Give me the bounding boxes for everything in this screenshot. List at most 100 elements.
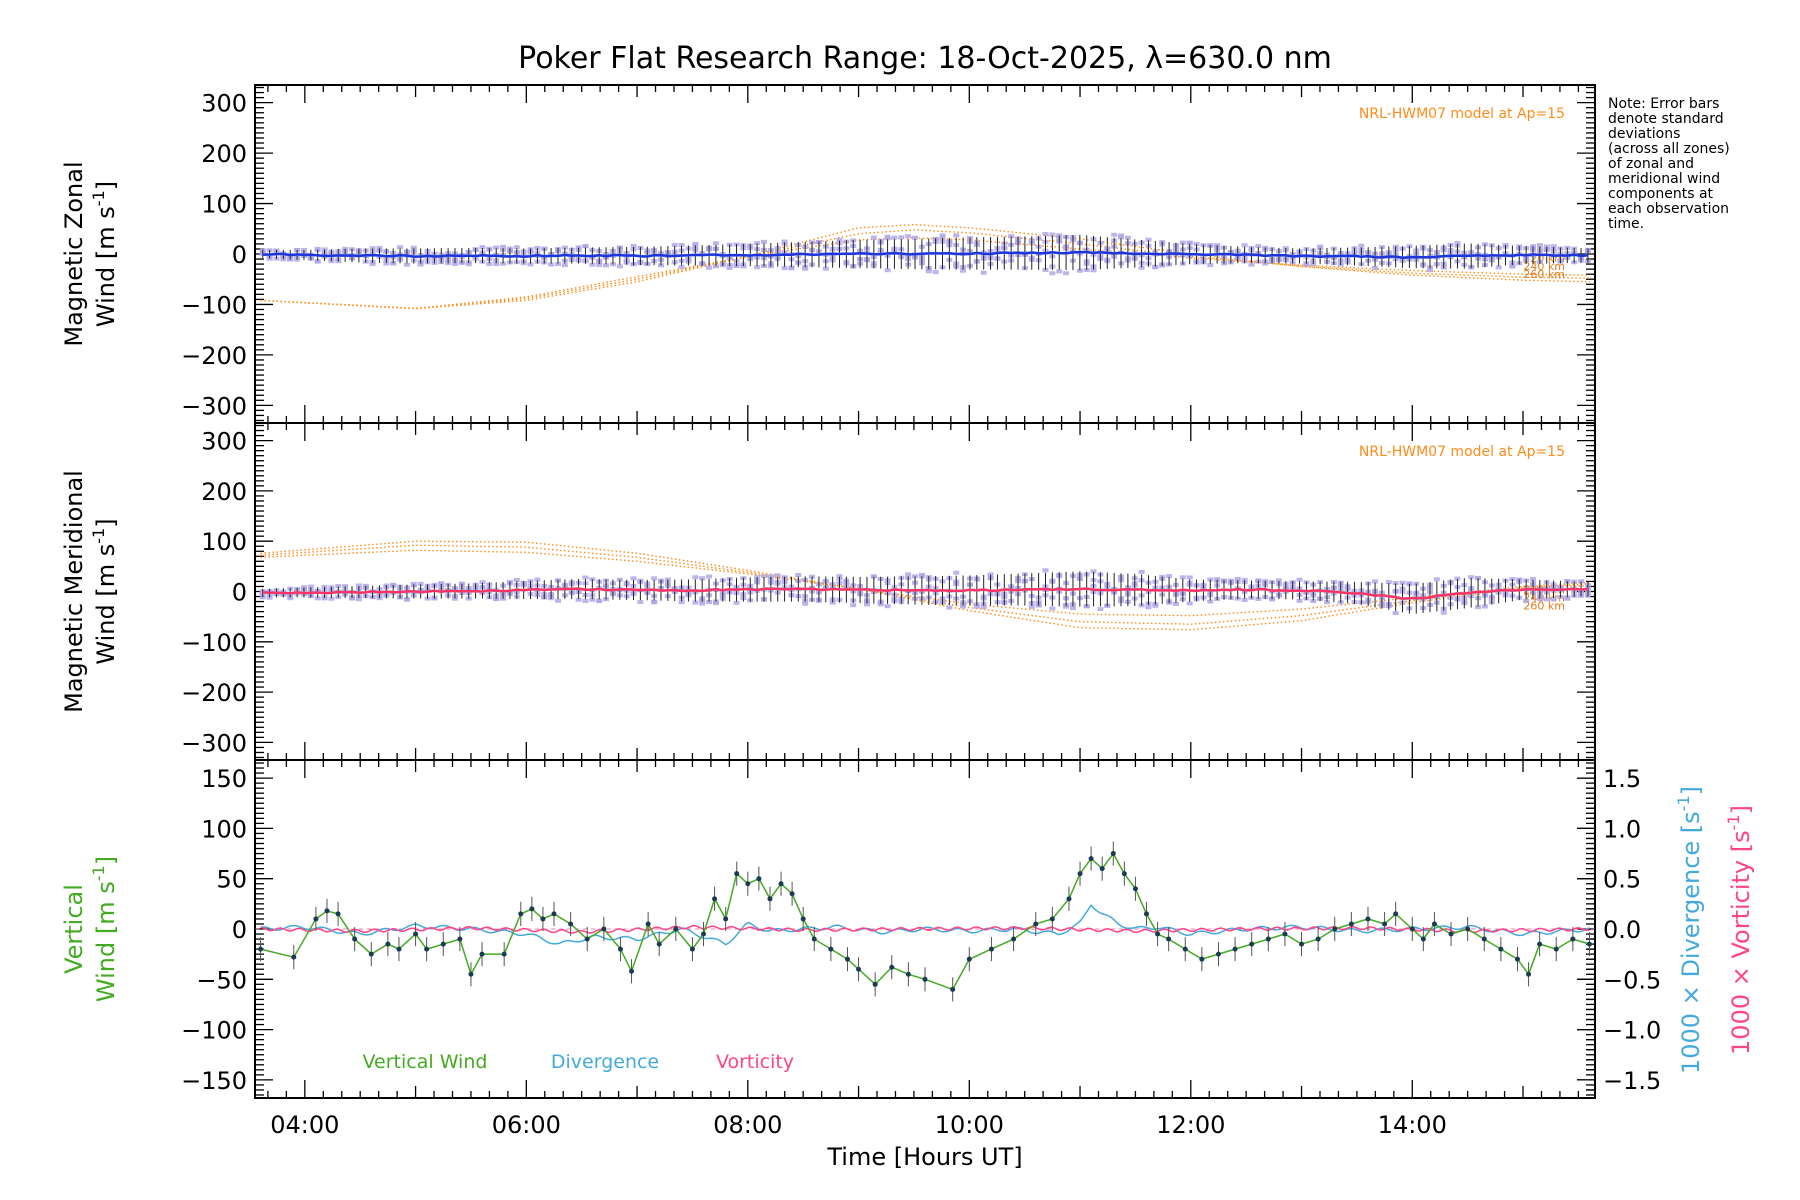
right-axis-tick-label: 1.5 — [1603, 765, 1641, 793]
vertical-wind-point — [518, 911, 524, 917]
meridional-zone-marker — [1172, 601, 1179, 606]
meridional-y-axis-label: Magnetic Meridional Wind [m s-1] — [60, 470, 120, 713]
right-axis-label-divergence: 1000 × Divergence [s-1] — [1674, 786, 1705, 1074]
vertical-wind-point — [551, 911, 557, 917]
zonal-zone-marker — [1179, 240, 1186, 245]
zonal-zone-marker — [369, 246, 376, 251]
meridional-zone-marker — [630, 576, 637, 581]
x-tick-label: 06:00 — [492, 1111, 561, 1139]
meridional-zone-marker — [733, 600, 740, 605]
vertical-wind-point — [313, 916, 319, 922]
note-line: of zonal and — [1608, 156, 1694, 172]
vertical-wind-point — [645, 921, 651, 927]
right-axis-tick-label: −1.0 — [1603, 1017, 1661, 1045]
meridional-zone-marker — [960, 604, 967, 609]
zonal-zone-marker — [1083, 267, 1090, 272]
zonal-ytick-label: 0 — [232, 241, 247, 269]
meridional-zone-marker — [424, 596, 431, 601]
meridional-zone-marker — [1296, 577, 1303, 582]
meridional-zone-marker — [259, 595, 266, 600]
zonal-zone-marker — [1536, 243, 1543, 248]
meridional-zone-marker — [987, 572, 994, 577]
meridional-zone-marker — [1042, 568, 1049, 573]
vertical-wind-point — [629, 968, 635, 974]
meridional-zone-marker — [458, 581, 465, 586]
meridional-zone-marker — [266, 595, 273, 600]
vertical-wind-point — [617, 946, 623, 952]
vertical-wind-point — [1526, 971, 1532, 977]
meridional-zone-marker — [1179, 575, 1186, 580]
meridional-zone-marker — [575, 597, 582, 602]
meridional-zone-marker — [328, 596, 335, 601]
meridional-zone-marker — [973, 604, 980, 609]
zonal-model-altitude-label: 260 km — [1523, 268, 1565, 281]
vertical-y-axis-label-line1: Vertical — [60, 884, 88, 974]
meridional-zone-marker — [795, 572, 802, 577]
meridional-zone-marker — [637, 599, 644, 604]
vertical-wind-point — [413, 931, 419, 937]
vertical-wind-point — [1215, 951, 1221, 957]
zonal-zone-marker — [953, 233, 960, 238]
zonal-zone-marker — [1076, 268, 1083, 273]
zonal-zone-marker — [1042, 267, 1049, 272]
zonal-zone-marker — [1372, 265, 1379, 270]
vertical-wind-point — [1265, 936, 1271, 942]
zonal-zone-marker — [300, 247, 307, 252]
zonal-zone-marker — [1090, 268, 1097, 273]
meridional-zone-marker — [582, 598, 589, 603]
zonal-zone-marker — [1056, 269, 1063, 274]
meridional-zone-marker — [1481, 604, 1488, 609]
zonal-zone-marker — [1111, 232, 1118, 237]
zonal-ytick-label: −200 — [181, 342, 247, 370]
zonal-ytick-label: 200 — [201, 140, 247, 168]
vertical-wind-point — [1077, 871, 1083, 877]
zonal-zone-marker — [1008, 234, 1015, 239]
x-tick-label: 10:00 — [935, 1111, 1004, 1139]
meridional-zone-marker — [651, 576, 658, 581]
meridional-zone-marker — [692, 575, 699, 580]
zonal-zone-marker — [1543, 244, 1550, 249]
meridional-zone-marker — [1069, 606, 1076, 611]
meridional-zone-marker — [513, 578, 520, 583]
zonal-zone-marker — [630, 244, 637, 249]
vertical-wind-point — [811, 936, 817, 942]
vertical-wind-point — [889, 964, 895, 970]
vertical-wind-point — [479, 951, 485, 957]
vertical-wind-point — [712, 896, 718, 902]
zonal-zone-marker — [657, 263, 664, 268]
meridional-zone-marker — [1564, 579, 1571, 584]
meridional-y-axis-label-line2: Wind [m s-1] — [89, 518, 120, 664]
right-axis-label-divergence-line2: 1000 × Divergence [s-1] — [1674, 786, 1705, 1074]
zonal-zone-marker — [788, 266, 795, 271]
note-line: denote standard — [1608, 111, 1724, 127]
meridional-zone-marker — [1454, 576, 1461, 581]
vertical-wind-point — [1033, 921, 1039, 927]
zonal-zone-marker — [1454, 241, 1461, 246]
zonal-zone-marker — [266, 256, 273, 261]
note-line: Note: Error bars — [1608, 96, 1719, 112]
meridional-zone-marker — [1241, 577, 1248, 582]
meridional-zone-marker — [651, 600, 658, 605]
meridional-zone-marker — [1509, 577, 1516, 582]
panel-vertical: 150 100 50 0 −50 −100 −150 1.5 1.0 0.5 0.0 −0.5 −1.0… — [60, 759, 1755, 1099]
vertical-wind-point — [1382, 921, 1388, 927]
zonal-zone-marker — [561, 245, 568, 250]
zonal-zone-marker — [596, 263, 603, 268]
meridional-zone-marker — [1310, 599, 1317, 604]
zonal-zone-marker — [513, 245, 520, 250]
zonal-model-altitude-label: 240 km — [1523, 260, 1565, 273]
meridional-ytick-label: 100 — [201, 528, 247, 556]
vertical-wind-point — [1166, 936, 1172, 942]
zonal-zone-marker — [1186, 241, 1193, 246]
zonal-zone-marker — [939, 235, 946, 240]
vertical-y-axis-label-line2: Wind [m s-1] — [89, 856, 120, 1002]
zonal-zone-marker — [781, 266, 788, 271]
meridional-zone-marker — [403, 597, 410, 602]
meridional-zone-marker — [335, 583, 342, 588]
vertical-wind-point — [1282, 931, 1288, 937]
meridional-zone-marker — [1028, 604, 1035, 609]
divergence-line — [260, 904, 1590, 946]
zonal-zone-marker — [575, 245, 582, 250]
zonal-y-axis-label-line2: Wind [m s-1] — [89, 181, 120, 327]
meridional-zone-marker — [692, 600, 699, 605]
